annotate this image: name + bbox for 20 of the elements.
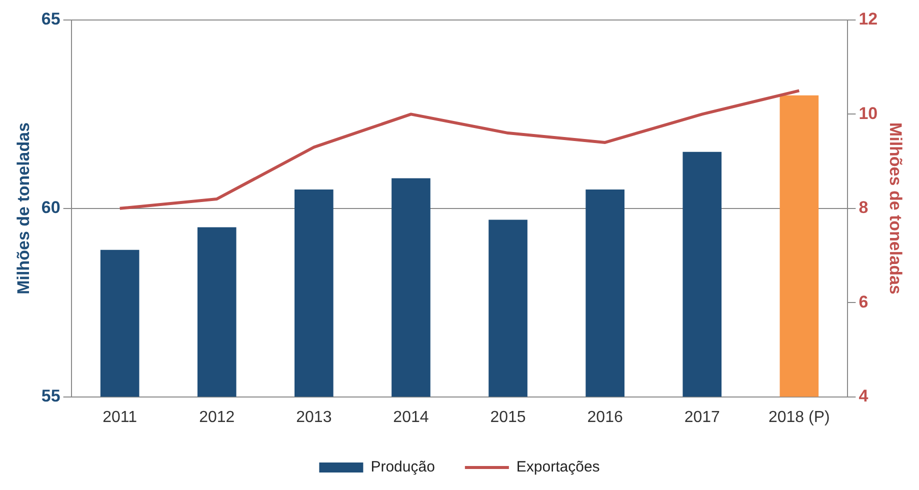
x-tick-label: 2013 [296, 408, 332, 426]
y2-axis-title: Milhões de toneladas [886, 122, 906, 294]
x-tick-label: 2014 [393, 408, 429, 426]
y2-tick-label: 12 [858, 10, 878, 29]
y2-tick-label: 4 [858, 386, 869, 406]
y-axis-title: Milhões de toneladas [14, 122, 33, 294]
x-tick-label: 2016 [587, 408, 623, 426]
legend-label: Exportações [516, 458, 600, 476]
x-tick-label: 2011 [102, 408, 138, 426]
legend-label: Produção [370, 458, 435, 476]
y2-tick-label: 8 [858, 198, 868, 218]
x-tick-label: 2012 [199, 408, 235, 426]
y-tick-label: 60 [41, 198, 60, 218]
y2-tick-label: 6 [858, 292, 868, 312]
y-tick-label: 65 [41, 10, 60, 29]
x-tick-label: 2018 (P) [768, 408, 830, 426]
x-tick-label: 2017 [684, 408, 720, 426]
y-tick-label: 55 [41, 386, 60, 406]
x-tick-label: 2015 [490, 408, 526, 426]
y2-tick-label: 10 [858, 104, 878, 123]
